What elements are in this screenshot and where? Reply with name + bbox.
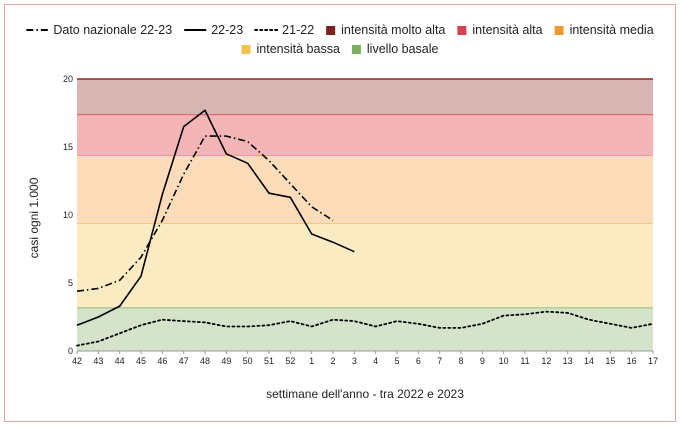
- y-tick-label: 5: [68, 278, 73, 288]
- x-tick-label: 12: [541, 356, 551, 366]
- x-tick-label: 5: [394, 356, 399, 366]
- x-tick-label: 4: [373, 356, 378, 366]
- x-tick-label: 44: [115, 356, 125, 366]
- legend-swatch: [241, 45, 251, 54]
- x-tick-label: 15: [605, 356, 615, 366]
- legend-item-livello-basale: livello basale: [351, 42, 439, 56]
- legend-label: intensità molto alta: [341, 23, 445, 37]
- x-tick-label: 46: [157, 356, 167, 366]
- band-intensita-molto-alta: [77, 79, 653, 115]
- legend-swatch: [457, 26, 467, 35]
- legend-item-dato-nazionale-22-23: Dato nazionale 22-23: [26, 23, 172, 37]
- legend: Dato nazionale 22-23 22-23 21-22 intensità …: [26, 23, 654, 56]
- x-tick-label: 6: [416, 356, 421, 366]
- x-tick-label: 47: [179, 356, 189, 366]
- legend-item-intensita-alta: intensità alta: [457, 23, 543, 37]
- legend-label: livello basale: [367, 42, 439, 56]
- y-tick-label: 10: [63, 210, 73, 220]
- series-line-21-22: [76, 310, 654, 347]
- legend-label: Dato nazionale 22-23: [53, 23, 172, 37]
- legend-swatch: [326, 26, 336, 35]
- legend-label: intensità alta: [472, 23, 542, 37]
- x-tick-label: 14: [584, 356, 594, 366]
- x-tick-label: 8: [458, 356, 463, 366]
- band-intensita-alta: [77, 114, 653, 156]
- y-tick-label: 20: [63, 74, 73, 84]
- legend-label: intensità bassa: [257, 42, 340, 56]
- legend-label: intensità media: [570, 23, 654, 37]
- x-tick-label: 52: [285, 356, 295, 366]
- x-tick-label: 13: [563, 356, 573, 366]
- x-tick-label: 1: [309, 356, 314, 366]
- y-axis-label: casi ogni 1.000: [27, 177, 41, 258]
- series-line-dato-nazionale-22-23: [76, 135, 334, 292]
- y-tick-label: 15: [63, 142, 73, 152]
- legend-label: 22-23: [211, 23, 243, 37]
- x-tick-label: 7: [437, 356, 442, 366]
- legend-item-intensita-molto-alta: intensità molto alta: [326, 23, 445, 37]
- x-tick-label: 17: [648, 356, 658, 366]
- x-tick-label: 51: [264, 356, 274, 366]
- x-tick-label: 45: [136, 356, 146, 366]
- x-tick-label: 49: [221, 356, 231, 366]
- series-lines: [76, 109, 654, 347]
- legend-swatch: [554, 26, 564, 35]
- legend-swatch: [351, 45, 361, 54]
- x-tick-label: 42: [72, 356, 82, 366]
- band-intensita-media: [77, 155, 653, 224]
- y-axis-ticks: 0 5 10 15 20: [63, 74, 73, 356]
- x-tick-label: 48: [200, 356, 210, 366]
- series-line-22-23: [76, 109, 355, 326]
- x-tick-label: 10: [499, 356, 509, 366]
- x-tick-label: 11: [520, 356, 529, 366]
- x-tick-label: 3: [352, 356, 357, 366]
- x-tick-label: 50: [243, 356, 253, 366]
- intensity-bands: [77, 78, 653, 352]
- x-axis-ticks: 42 43 44 45 46 47 48 49 50 51 52 1 2 3 4 5 6 7 8 9 10 11 12 13 1…: [72, 351, 658, 366]
- legend-label: 21-22: [282, 23, 314, 37]
- x-tick-label: 16: [627, 356, 637, 366]
- x-axis-label: settimane dell'anno - tra 2022 e 2023: [266, 387, 464, 401]
- x-tick-label: 9: [480, 356, 485, 366]
- legend-item-22-23: 22-23: [184, 23, 243, 37]
- band-livello-basale: [77, 307, 653, 351]
- x-tick-label: 2: [330, 356, 335, 366]
- y-tick-label: 0: [68, 346, 73, 356]
- legend-item-intensita-media: intensità media: [554, 23, 654, 37]
- legend-item-intensita-bassa: intensità bassa: [241, 42, 340, 56]
- legend-item-21-22: 21-22: [254, 23, 314, 37]
- x-tick-label: 43: [93, 356, 103, 366]
- chart-frame: [4, 4, 676, 422]
- band-intensita-bassa: [77, 223, 653, 308]
